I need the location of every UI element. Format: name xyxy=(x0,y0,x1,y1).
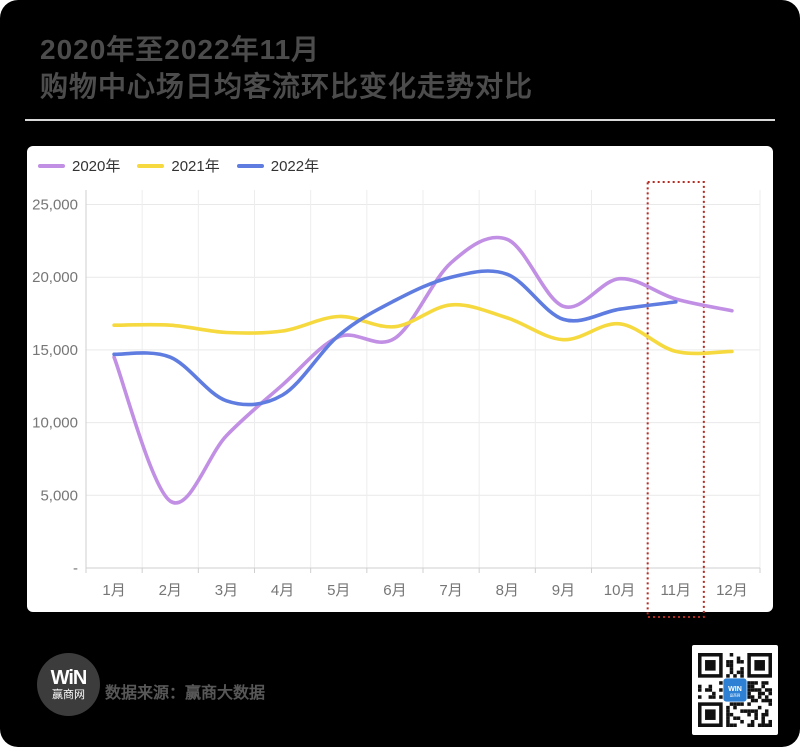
qr-center-logo xyxy=(723,678,747,702)
logo-text-win: WiN xyxy=(50,666,88,689)
svg-text:赢商网: 赢商网 xyxy=(730,692,741,697)
page-title: 2020年至2022年11月 购物中心场日均客流环比变化走势对比 xyxy=(40,31,533,105)
chart-card: 2020年 2021年 2022年 xyxy=(27,146,773,612)
title-line-1: 2020年至2022年11月 xyxy=(40,34,321,65)
chart-legend: 2020年 2021年 2022年 xyxy=(38,155,319,176)
legend-label-2022: 2022年 xyxy=(270,158,320,175)
data-source-label: 数据来源：赢商大数据 xyxy=(105,685,266,702)
legend-line-swatch-2020 xyxy=(38,163,65,168)
legend-item-2021[interactable]: 2021年 xyxy=(137,155,220,176)
legend-item-2020[interactable]: 2020年 xyxy=(38,155,120,176)
qr-code: WIN 赢商网 xyxy=(692,645,778,735)
legend-line-swatch-2022 xyxy=(236,163,264,168)
legend-label-2020: 2020年 xyxy=(72,158,121,175)
title-line-2: 购物中心场日均客流环比变化走势对比 xyxy=(40,71,534,102)
legend-label-2021: 2021年 xyxy=(171,158,220,175)
legend-item-2022[interactable]: 2022年 xyxy=(236,155,320,176)
legend-line-swatch-2021 xyxy=(137,163,165,168)
svg-text:WIN: WIN xyxy=(728,686,742,693)
winshang-logo: WiN 赢商网 xyxy=(37,653,100,716)
logo-text-cn: 赢商网 xyxy=(52,688,85,701)
title-divider xyxy=(25,119,775,121)
